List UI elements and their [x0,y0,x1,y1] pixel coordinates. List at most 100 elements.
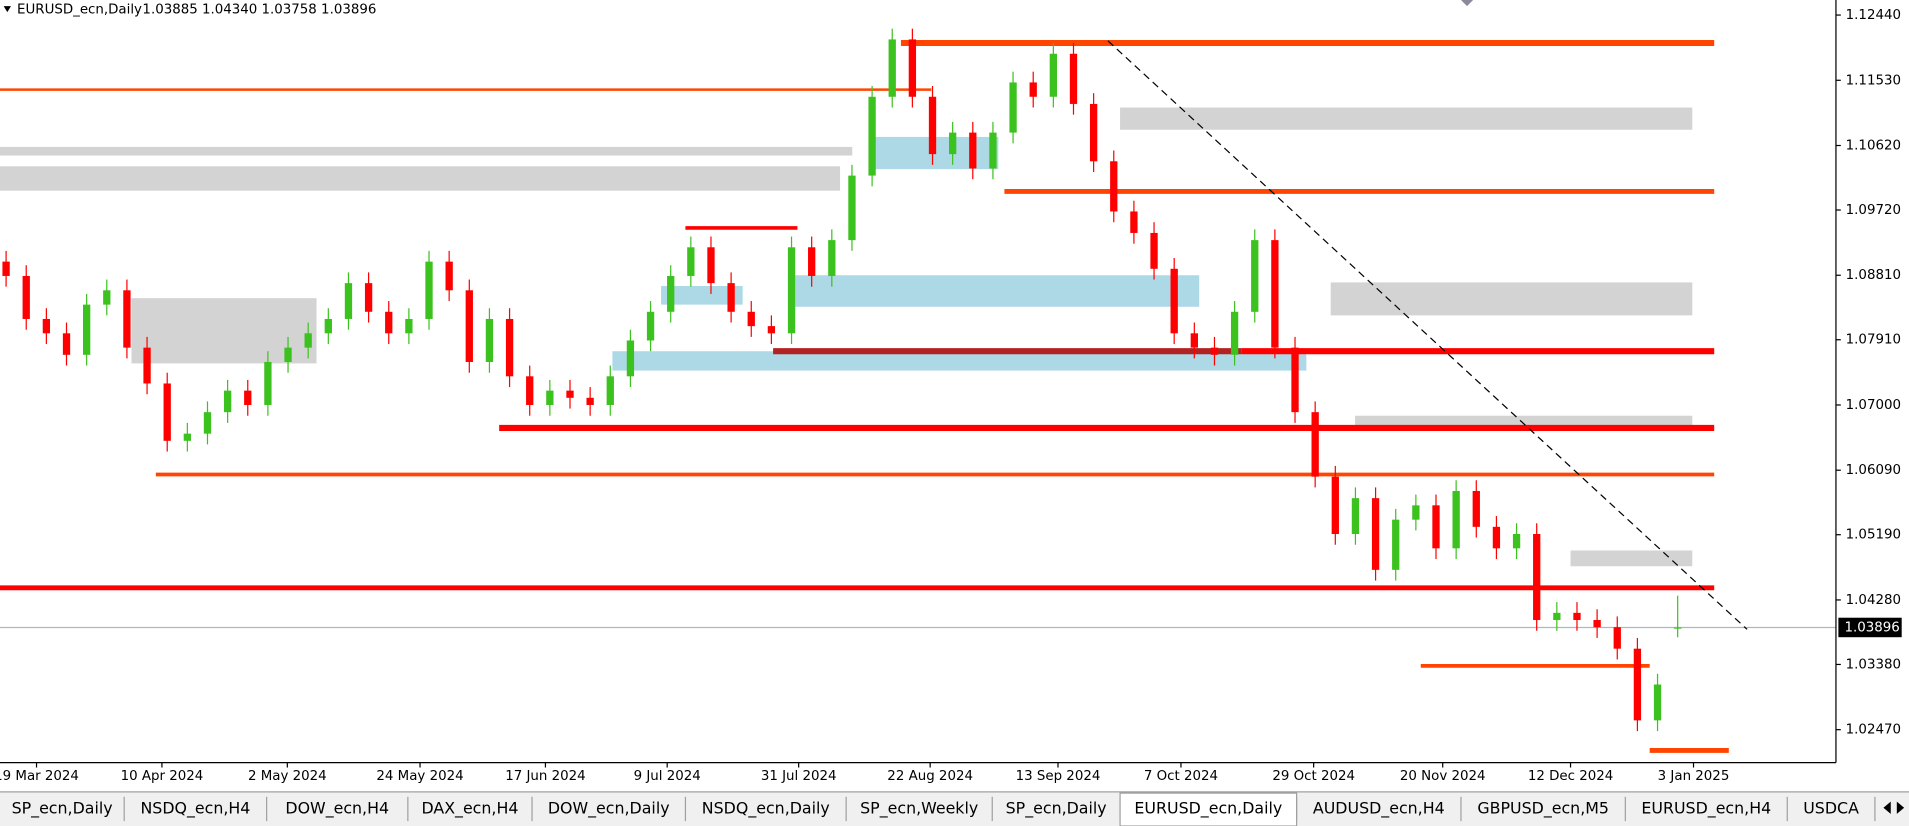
tab[interactable]: SP_ecn,Daily [1006,798,1107,818]
candle-body [284,347,292,362]
y-tick-label: 1.03380 [1846,657,1901,672]
candle-body [485,318,494,362]
tab[interactable]: USDCA [1803,798,1859,817]
candle-body [787,247,796,334]
candle-body [385,311,393,334]
zone [612,351,1307,371]
marker [1460,0,1474,7]
candle-body [667,275,675,312]
candle-body [1311,412,1319,477]
last-price-label: 1.03896 [1844,620,1899,635]
candle-body [969,132,977,169]
candle-body [1271,240,1279,348]
candle-body [465,290,473,362]
y-tick-label: 1.06090 [1846,463,1901,478]
tabs: SP_ecn,Daily NSDQ_ecn,H4 DOW_ecn,H4 DAX_ecn… [12,792,1876,826]
tab-scroll-left[interactable] [1883,801,1891,814]
candle-body [888,39,896,97]
candle-body [1492,526,1501,549]
y-tick-label: 1.07910 [1846,333,1901,348]
x-tick-label: 17 Jun 2024 [505,769,585,784]
x-tick-label: 7 Oct 2024 [1144,769,1218,784]
candle-body [566,390,574,398]
candle-body [606,376,614,405]
tab[interactable]: NSDQ_ecn,H4 [140,798,250,818]
candle-body [264,361,272,405]
candle-body [2,261,10,276]
y-tick-label: 1.10620 [1846,139,1901,154]
candle-body [948,132,957,155]
candle-body [1291,347,1299,413]
candle-body [42,318,51,334]
y-tick-label: 1.07000 [1846,398,1901,413]
candle-body [546,390,554,405]
candle-body [304,333,312,348]
x-tick-label: 13 Sep 2024 [1016,769,1101,784]
candle-body [1392,519,1400,570]
candle-body [223,390,232,413]
candle-body [687,247,695,276]
tab[interactable]: SP_ecn,Daily [12,798,113,818]
candle-body [727,283,735,312]
candle-body [22,275,30,319]
candle-body [1633,648,1642,721]
candle-body [1049,53,1058,97]
tab[interactable]: DAX_ecn,H4 [421,798,518,818]
tab[interactable]: DOW_ecn,H4 [285,798,389,818]
candle-body [1089,103,1098,162]
tab[interactable]: NSDQ_ecn,Daily [702,798,830,818]
tab[interactable]: DOW_ecn,Daily [548,798,670,818]
candle-body [1573,612,1581,621]
candle-body [244,390,252,405]
candle-body [1613,627,1621,649]
tab[interactable]: SP_ecn,Weekly [860,798,978,818]
x-tick-label: 19 Mar 2024 [0,769,79,784]
candle-body [646,311,655,341]
candle-body [1472,490,1480,527]
zone [1330,282,1693,316]
candle-body [747,311,755,327]
candle-body [828,240,836,276]
candle-body [505,318,514,377]
candle-body [1553,612,1561,621]
y-tick-label: 1.11530 [1846,73,1901,88]
menu-arrow[interactable] [3,6,11,13]
candle-body [707,247,715,284]
tab[interactable]: EURUSD_ecn,H4 [1641,798,1771,818]
candle-body [908,39,917,97]
candle-body [1432,505,1440,549]
candle-body [364,283,373,312]
candle-body [103,290,111,305]
zone [661,285,743,305]
candle-body [767,326,776,334]
header-symbol: EURUSD_ecn,Daily [17,3,142,18]
y-tick-label: 1.12440 [1846,8,1901,23]
x-tick-label: 31 Jul 2024 [761,769,837,784]
candle-body [928,96,937,155]
candle-body [1512,533,1521,549]
candle-body [344,283,353,319]
tab-scroll-right[interactable] [1896,801,1905,814]
candle-body [1351,498,1360,534]
x-tick-label: 3 Jan 2025 [1658,769,1730,784]
x-tick-label: 10 Apr 2024 [121,769,204,784]
tab[interactable]: EURUSD_ecn,Daily [1134,798,1282,818]
x-tick-label: 12 Dec 2024 [1528,769,1613,784]
zone [1570,550,1693,567]
candle-body [1251,240,1259,312]
tab[interactable]: AUDUSD_ecn,H4 [1313,798,1445,818]
candle-body [626,340,635,377]
candle-body [1452,490,1460,549]
candle-body [123,290,131,348]
tab[interactable]: GBPUSD_ecn,M5 [1477,798,1609,818]
candle-body [183,433,191,441]
candle-body [868,96,876,176]
candle-body [1230,311,1239,355]
candle-body [1190,333,1198,348]
candle-body [405,318,413,334]
candle-body [1653,684,1662,721]
x-tick-label: 9 Jul 2024 [634,769,701,784]
candle-body [526,376,534,405]
candle-body [203,412,212,434]
y-tick-label: 1.05190 [1846,528,1901,543]
